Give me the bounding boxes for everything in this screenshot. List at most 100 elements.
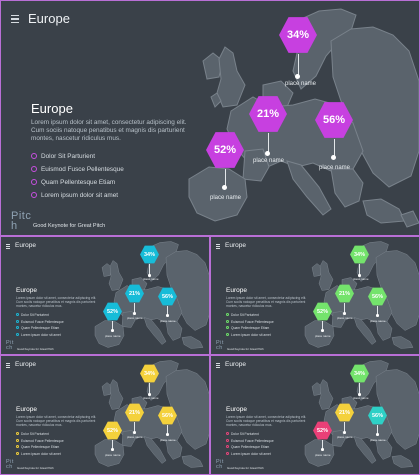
bullet-circle-icon	[226, 432, 229, 435]
brand-logo: Pitch	[216, 340, 224, 352]
bullet-circle-icon	[16, 332, 19, 336]
pin-line	[167, 425, 168, 434]
pin-dot	[222, 185, 227, 190]
place-label: place name	[370, 438, 386, 442]
place-label: place name	[315, 453, 331, 457]
section-heading: Europe	[226, 406, 247, 413]
pin-line	[322, 440, 323, 449]
place-label: place name	[210, 195, 242, 201]
pin-line	[322, 321, 323, 330]
header-title: Europe	[15, 242, 36, 249]
pin-dot	[343, 312, 346, 315]
bullet-circle-icon	[226, 326, 229, 329]
tagline: Good Keynote for Great Pitch	[17, 347, 54, 351]
slide-main[interactable]: Europe Europe Lorem ipsum dolor sit amet…	[0, 0, 420, 236]
hexagon-badge: 34%	[140, 364, 159, 383]
pin-dot	[265, 151, 270, 156]
place-label: place name	[337, 435, 353, 439]
pin-line	[134, 422, 135, 432]
tagline: Good Keynote for Great Pitch	[227, 466, 264, 470]
tagline: Good Keynote for Great Pitch	[17, 466, 54, 470]
pin-line	[268, 133, 269, 153]
tagline: Good Keynote for Great Pitch	[227, 347, 264, 351]
hexagon-badge: 21%	[335, 284, 354, 303]
place-label: place name	[337, 316, 353, 320]
bullet-item: Dolor Sit Parturient	[226, 313, 274, 320]
hexagon-badge: 56%	[158, 287, 177, 306]
bullet-item: Dolor Sit Parturient	[226, 432, 274, 439]
bullet-item: Euismod Fusce Pellentesque	[31, 166, 124, 179]
tagline: Good Keynote for Great Pitch	[33, 223, 106, 229]
bullet-list: Dolor Sit Parturient Euismod Fusce Pelle…	[16, 313, 64, 339]
slide-thumbnail[interactable]: Europe Europe Lorem ipsum dolor sit amet…	[0, 236, 210, 355]
bullet-item: Dolor Sit Parturient	[31, 153, 124, 166]
brand-logo: Pitch	[6, 340, 14, 352]
body-text: Lorem ipsum dolor sit amet, consectetur …	[226, 415, 307, 428]
pin-line	[225, 169, 226, 187]
pin-dot	[358, 274, 361, 277]
pin-dot	[343, 431, 346, 434]
slide-thumbnail[interactable]: Europe Europe Lorem ipsum dolor sit amet…	[0, 355, 210, 475]
hamburger-menu-icon[interactable]	[6, 244, 10, 249]
place-label: place name	[160, 319, 176, 323]
section-heading: Europe	[16, 406, 37, 413]
hexagon-badge: 21%	[125, 403, 144, 422]
place-label: place name	[353, 396, 369, 400]
hamburger-menu-icon[interactable]	[216, 363, 220, 368]
pin-line	[334, 139, 335, 157]
brand-logo: Pitch	[216, 459, 224, 471]
bullet-item: Euismod Fusce Pellentesque	[16, 319, 64, 327]
hexagon-badge: 56%	[368, 287, 387, 306]
pin-line	[112, 321, 113, 330]
bullet-circle-icon	[226, 319, 229, 323]
bullet-circle-icon	[226, 438, 229, 442]
hexagon-badge: 34%	[350, 245, 369, 264]
pin-line	[167, 306, 168, 315]
bullet-list: Dolor Sit Parturient Euismod Fusce Pelle…	[16, 432, 64, 458]
hamburger-menu-icon[interactable]	[11, 15, 19, 24]
bullet-item: Quam Pellentesque Etiam	[16, 326, 64, 333]
hexagon-badge: 52%	[313, 421, 332, 440]
pin-line	[377, 306, 378, 315]
bullet-circle-icon	[31, 179, 37, 185]
hexagon-badge: 52%	[313, 302, 332, 321]
hexagon-badge: 56%	[368, 406, 387, 425]
bullet-item: Lorem ipsum dolor sit amet	[31, 192, 124, 205]
pin-line	[344, 422, 345, 432]
bullet-list: Dolor Sit Parturient Euismod Fusce Pelle…	[226, 313, 274, 339]
hexagon-badge: 34%	[140, 245, 159, 264]
pin-line	[377, 425, 378, 434]
bullet-item: Euismod Fusce Pellentesque	[16, 438, 64, 446]
header-title: Europe	[225, 361, 246, 368]
slide-thumbnail[interactable]: Europe Europe Lorem ipsum dolor sit amet…	[210, 355, 420, 475]
bullet-circle-icon	[16, 313, 19, 316]
place-label: place name	[160, 438, 176, 442]
place-label: place name	[370, 319, 386, 323]
hexagon-badge: 56%	[315, 102, 353, 138]
bullet-circle-icon	[31, 192, 37, 198]
bullet-item: Quam Pellentesque Etiam	[31, 179, 124, 192]
pin-line	[149, 383, 150, 394]
pin-dot	[358, 393, 361, 396]
pin-dot	[133, 431, 136, 434]
brand-logo: Pitch	[6, 459, 14, 471]
place-label: place name	[105, 334, 121, 338]
bullet-circle-icon	[16, 445, 19, 448]
pin-dot	[133, 312, 136, 315]
place-label: place name	[143, 277, 159, 281]
bullet-list: Dolor Sit Parturient Euismod Fusce Pelle…	[226, 432, 274, 458]
place-label: place name	[353, 277, 369, 281]
place-label: place name	[127, 435, 143, 439]
bullet-item: Lorem ipsum dolor sit amet	[226, 332, 274, 340]
pin-dot	[376, 314, 379, 317]
hamburger-menu-icon[interactable]	[6, 363, 10, 368]
place-label: place name	[319, 165, 351, 171]
bullet-list: Dolor Sit Parturient Euismod Fusce Pelle…	[31, 153, 124, 205]
bullet-item: Quam Pellentesque Etiam	[16, 445, 64, 452]
slide-thumbnail[interactable]: Europe Europe Lorem ipsum dolor sit amet…	[210, 236, 420, 355]
pin-dot	[331, 155, 336, 160]
europe-map	[188, 8, 419, 228]
place-label: place name	[253, 158, 285, 164]
hamburger-menu-icon[interactable]	[216, 244, 220, 249]
pin-dot	[376, 433, 379, 436]
